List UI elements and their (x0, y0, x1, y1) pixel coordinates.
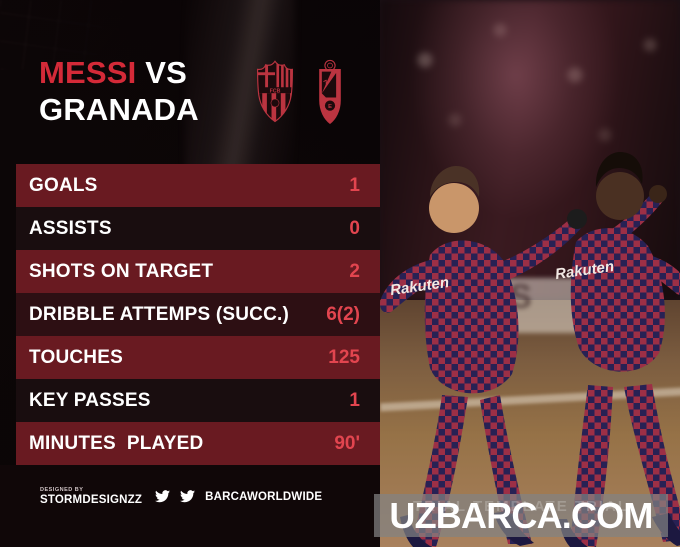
svg-text:E: E (328, 104, 332, 110)
